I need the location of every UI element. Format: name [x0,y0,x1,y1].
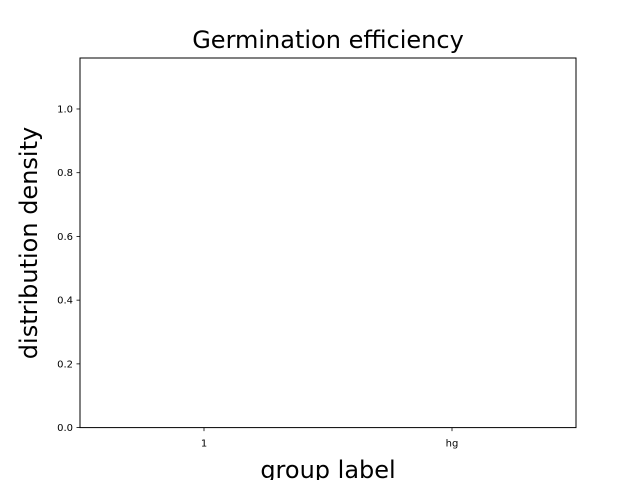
x-axis-ticks: 1 hg [201,427,459,450]
y-tick-label: 0.0 [57,423,73,434]
y-axis-label: distribution density [15,127,43,359]
y-tick-label: 1.0 [57,104,73,115]
x-tick-label: 1 [201,439,207,450]
y-tick-label: 0.2 [57,359,73,370]
plot-area [79,57,577,429]
x-axis-label: group label [260,456,395,480]
y-tick-label: 0.8 [57,168,73,179]
chart-title: Germination efficiency [192,26,464,54]
y-tick-label: 0.6 [57,232,73,243]
y-tick-label: 0.4 [57,296,73,307]
y-axis-ticks: 0.0 0.2 0.4 0.6 0.8 1.0 [57,104,80,434]
x-tick-label: hg [446,439,459,450]
